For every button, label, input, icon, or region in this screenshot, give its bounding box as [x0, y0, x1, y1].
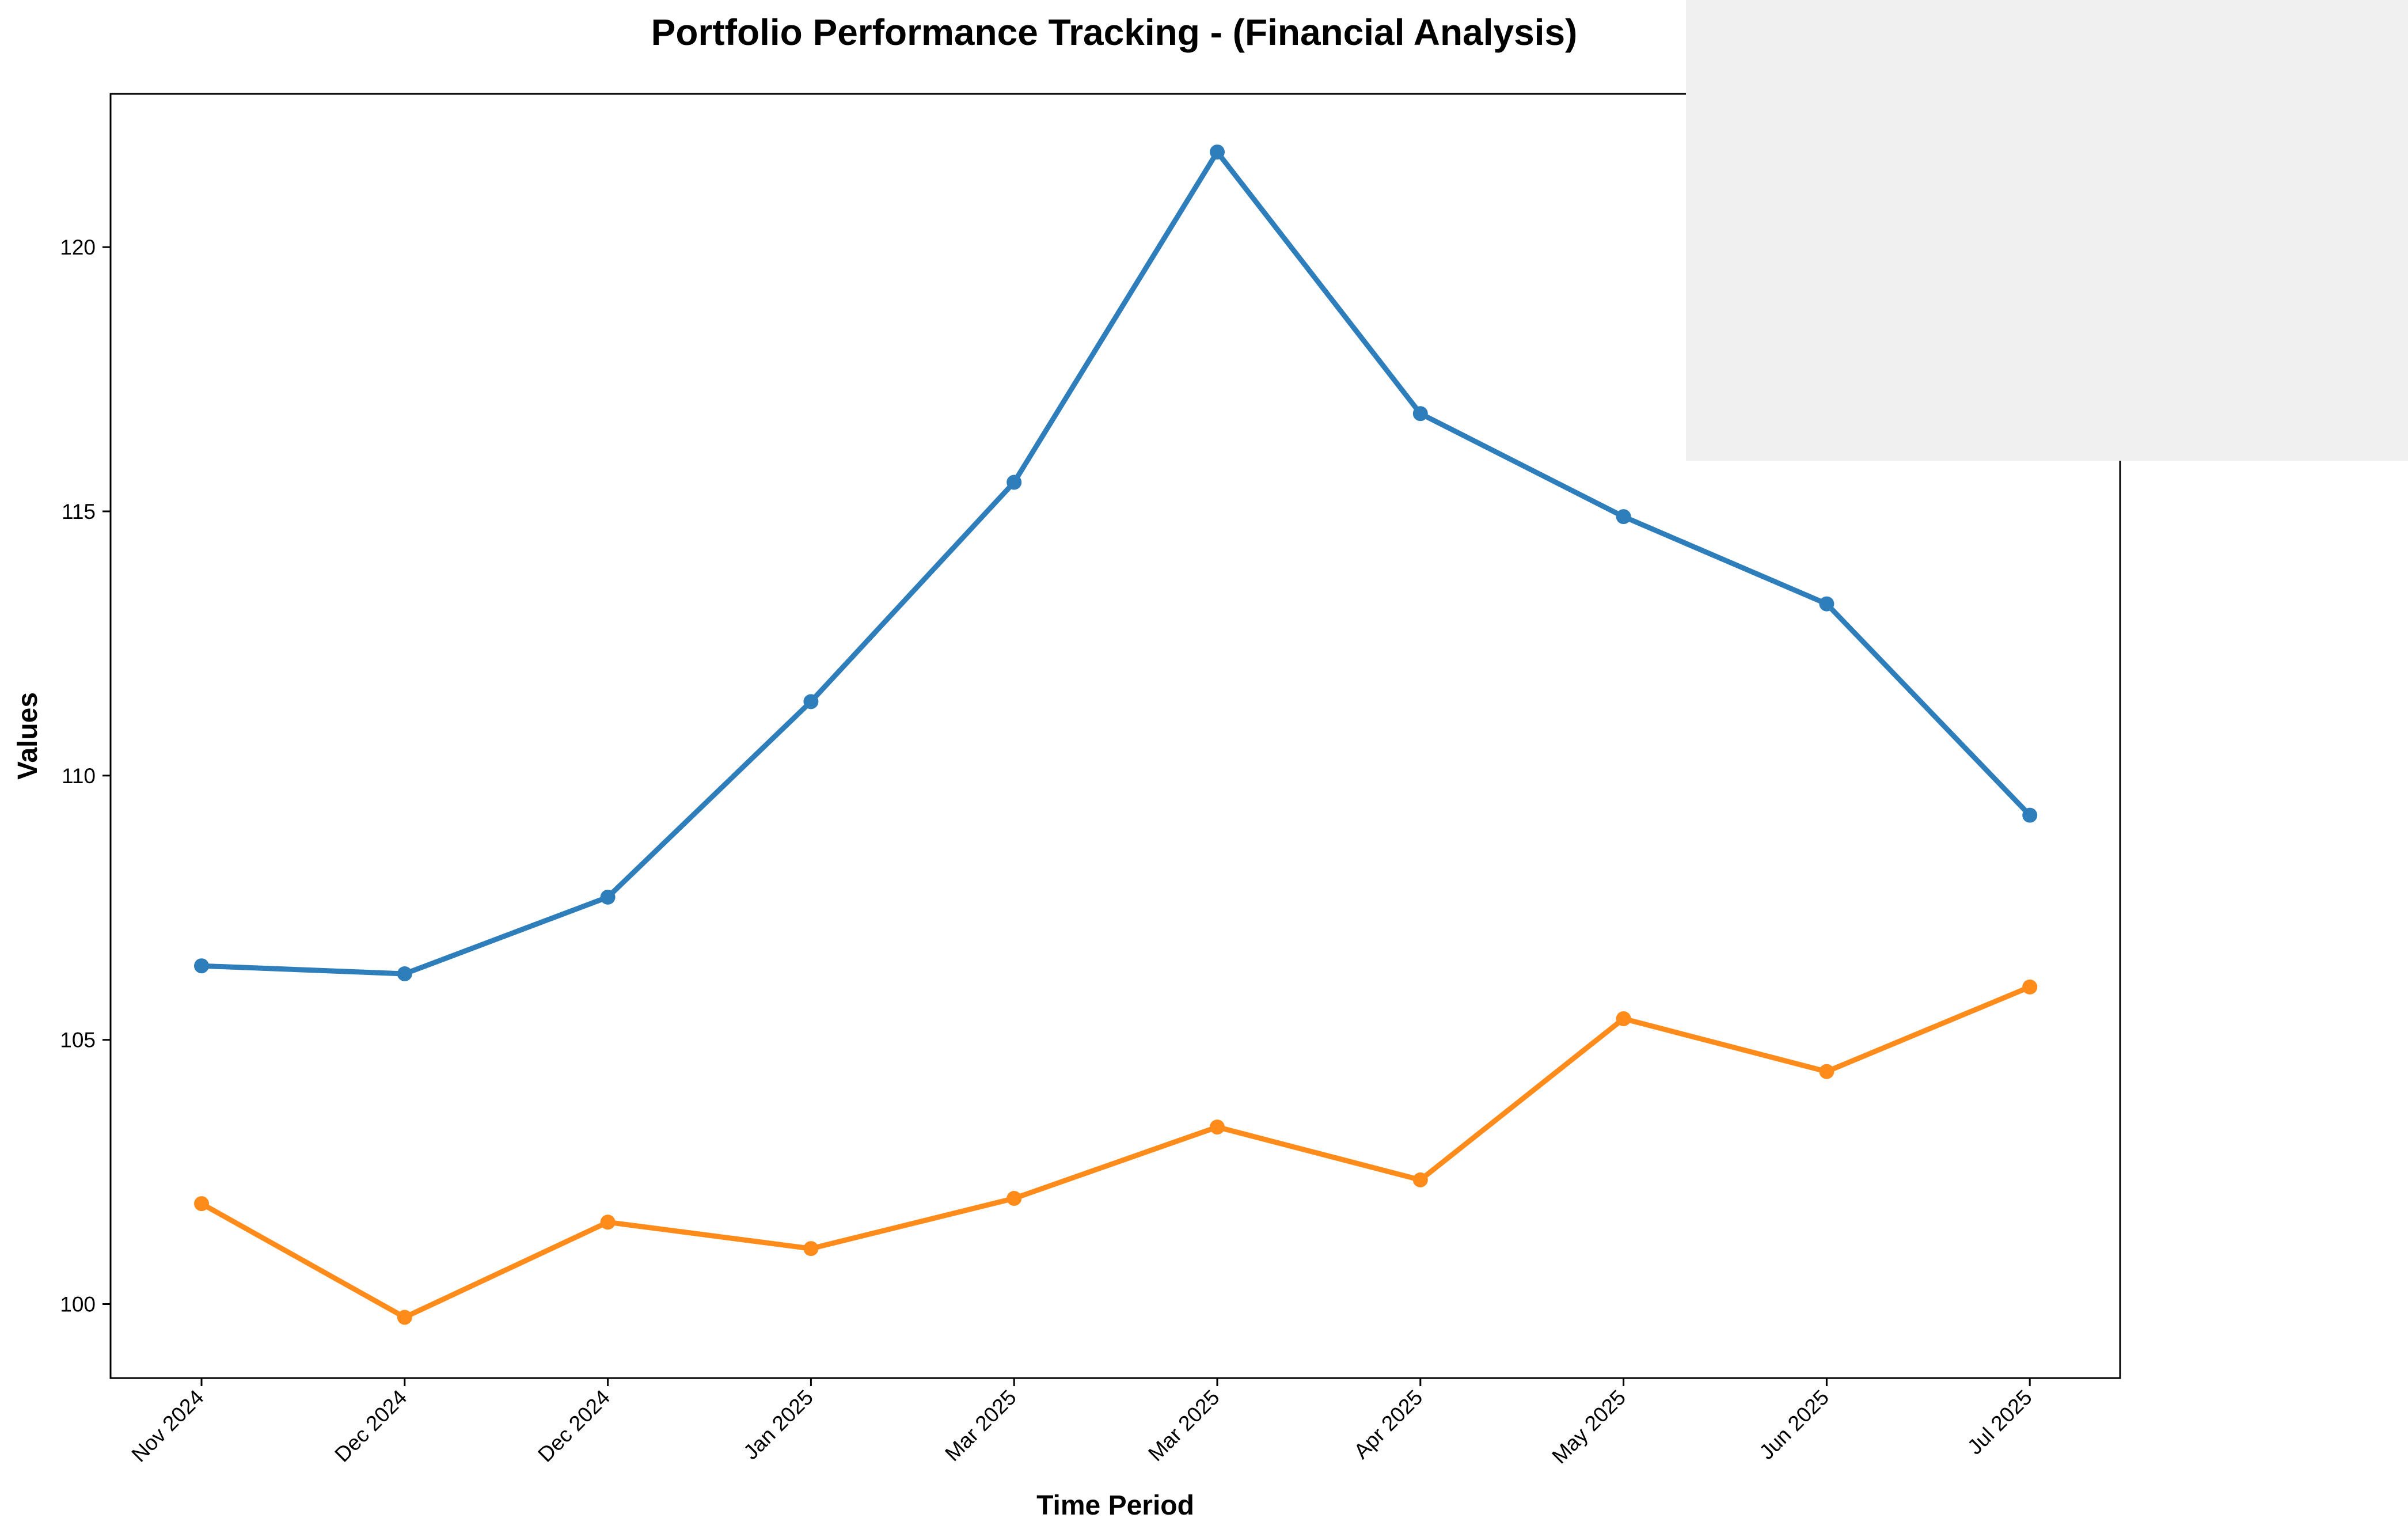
series-1-point	[194, 958, 209, 974]
x-tick-label: Jun 2025	[1754, 1386, 1833, 1464]
series-1-point	[2022, 807, 2038, 823]
series-2-point	[1007, 1190, 1022, 1206]
series-1	[194, 144, 2038, 981]
x-tick-label: Dec 2024	[533, 1386, 614, 1467]
x-axis: Nov 2024 Dec 2024 Dec 2024 Jan 2025 Mar 2025…	[127, 1378, 2037, 1468]
series-2-point	[1412, 1172, 1428, 1187]
series-1-point	[1412, 406, 1428, 422]
x-tick-label: Mar 2025	[940, 1386, 1021, 1466]
series-layer	[194, 144, 2038, 1325]
series-2-point	[2022, 979, 2038, 995]
series-2-point	[397, 1310, 412, 1325]
x-axis-label: Time Period	[1036, 1490, 1194, 1521]
x-tick-label: Jan 2025	[739, 1386, 818, 1464]
series-1-point	[803, 694, 819, 709]
x-tick-label: Nov 2024	[127, 1386, 208, 1467]
series-1-point	[1819, 596, 1835, 612]
y-tick-label: 115	[62, 500, 96, 523]
series-2	[194, 979, 2038, 1325]
y-tick-label: 100	[60, 1293, 96, 1316]
series-2-line	[199, 984, 2033, 1320]
series-2-point	[194, 1196, 209, 1212]
series-1-point	[1616, 509, 1631, 525]
x-tick-label: Jul 2025	[1963, 1386, 2037, 1459]
x-tick-label: May 2025	[1547, 1386, 1630, 1468]
series-2-point	[1210, 1119, 1225, 1135]
y-tick-label: 105	[60, 1029, 96, 1052]
series-2-point	[1616, 1011, 1631, 1026]
series-2-point	[1819, 1064, 1835, 1079]
x-tick-label: Apr 2025	[1349, 1386, 1427, 1463]
series-2-point	[803, 1241, 819, 1257]
x-tick-label: Dec 2024	[330, 1386, 411, 1467]
y-axis-label: Values	[13, 692, 43, 780]
series-1-line	[199, 149, 2033, 977]
series-1-point	[1210, 144, 1225, 160]
plot-area	[109, 93, 2121, 1379]
y-tick-label: 120	[60, 236, 96, 259]
series-1-point	[397, 966, 412, 981]
series-1-point	[600, 889, 616, 905]
series-2-point	[600, 1215, 616, 1230]
x-tick-label: Mar 2025	[1144, 1386, 1224, 1466]
series-1-point	[1007, 475, 1022, 490]
y-axis: 100 105 110 115 120	[60, 236, 111, 1316]
chart-title: Portfolio Performance Tracking - (Financ…	[651, 12, 1578, 53]
y-tick-label: 110	[62, 764, 96, 788]
overlay-panel	[1686, 0, 2408, 461]
